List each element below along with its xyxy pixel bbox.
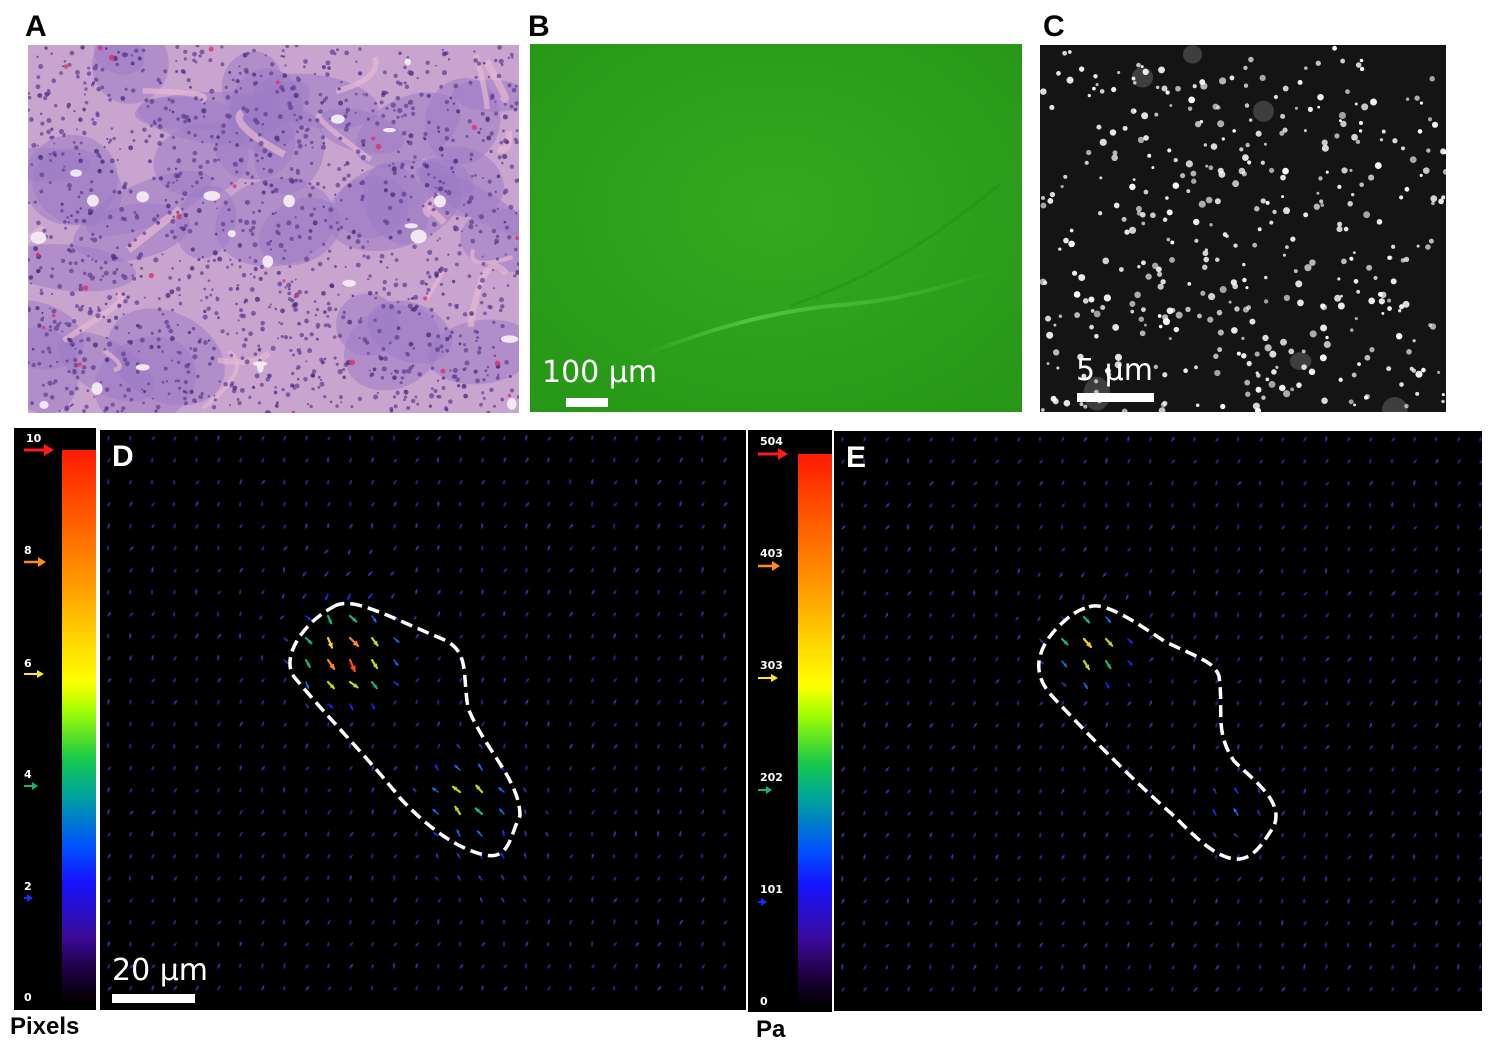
panel-letter-a: A <box>25 10 47 43</box>
panel-letter-e: E <box>846 441 867 474</box>
colorbar-gradient-pa <box>798 454 832 1006</box>
colorbar-unit-pa: Pa <box>756 1016 786 1043</box>
colorbar-pixels: 10 8 6 4 2 0 <box>14 428 96 1010</box>
displacement-map <box>100 430 746 1010</box>
colorbar-pa: 504 403 303 202 101 0 <box>748 430 832 1012</box>
colorbar-tick: 4 <box>24 768 32 781</box>
colorbar-tick: 6 <box>24 657 32 670</box>
colorbar-tick: 0 <box>760 995 768 1008</box>
colorbar-tick: 403 <box>760 547 783 560</box>
he-tissue-texture <box>28 45 519 413</box>
traction-vector-field <box>840 435 1482 992</box>
arrow-icon <box>24 557 46 567</box>
scale-label-d: 20 µm <box>112 953 209 988</box>
bead-field <box>1040 45 1446 412</box>
colorbar-tick: 2 <box>24 880 32 893</box>
arrow-icon <box>758 786 772 794</box>
arrow-icon <box>24 782 38 790</box>
colorbar-tick: 101 <box>760 883 783 896</box>
panel-letter-d: D <box>112 440 134 473</box>
scale-label-b: 100 µm <box>542 355 658 390</box>
colorbar-tick: 202 <box>760 771 783 784</box>
arrow-icon <box>758 898 767 906</box>
displacement-vector-field <box>106 434 728 991</box>
colorbar-gradient-pixels <box>62 450 96 1002</box>
colorbar-arrows-pixels <box>24 444 54 902</box>
colorbar-tick: 504 <box>760 435 783 448</box>
scale-label-c: 5 µm <box>1076 353 1153 388</box>
colorbar-arrows-pa <box>758 448 788 906</box>
arrow-icon <box>24 670 44 678</box>
he-stain-image <box>28 45 519 413</box>
arrow-icon <box>24 444 54 456</box>
panel-letter-b: B <box>528 10 550 43</box>
panel-letter-c: C <box>1043 10 1065 43</box>
scale-bar-b <box>566 398 608 407</box>
arrow-icon <box>758 674 778 682</box>
colorbar-tick: 0 <box>24 991 32 1004</box>
colorbar-unit-pixels: Pixels <box>10 1013 80 1040</box>
gel-surface <box>530 44 1022 412</box>
arrow-icon <box>24 894 33 902</box>
scale-bar-d <box>112 994 195 1003</box>
beads-image <box>1040 45 1446 412</box>
arrow-icon <box>758 561 780 571</box>
fluorescence-image <box>530 44 1022 412</box>
colorbar-tick: 303 <box>760 659 783 672</box>
arrow-icon <box>758 448 788 460</box>
traction-map <box>834 431 1482 1011</box>
scale-bar-c <box>1077 393 1154 402</box>
colorbar-tick: 10 <box>26 432 42 445</box>
colorbar-tick: 8 <box>24 544 32 557</box>
